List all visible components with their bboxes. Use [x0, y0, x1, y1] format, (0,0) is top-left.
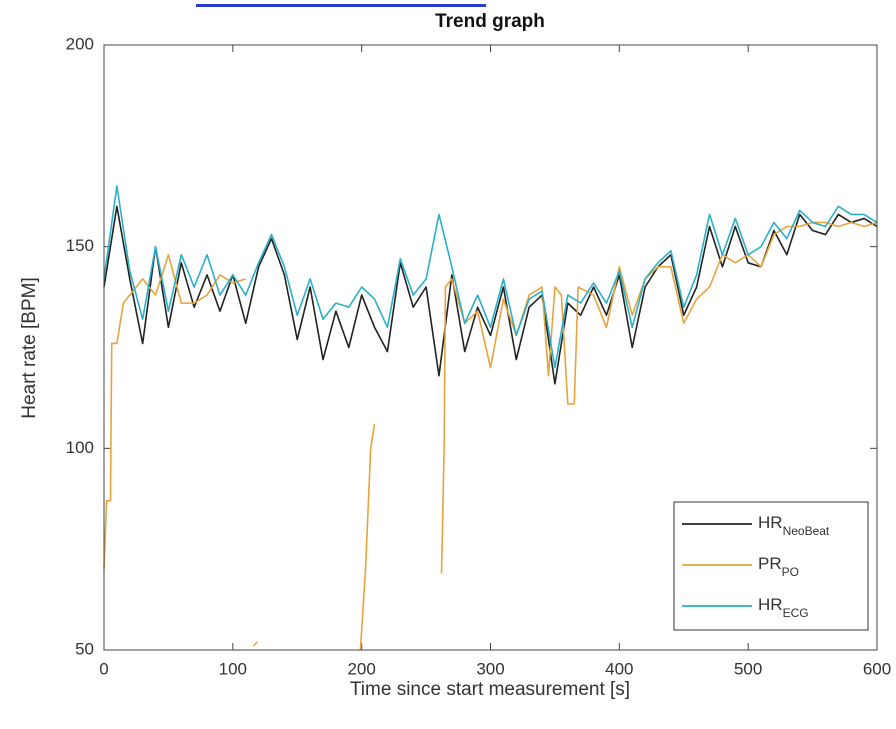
legend-subscript: PO	[782, 565, 799, 579]
legend-name: HR	[758, 513, 783, 532]
top-rule	[196, 4, 486, 7]
x-axis-label: Time since start measurement [s]	[350, 679, 630, 700]
y-tick-label: 150	[66, 236, 94, 255]
legend-name: HR	[758, 595, 783, 614]
legend-label: PRPO	[758, 554, 799, 579]
x-tick-label: 300	[476, 659, 504, 678]
y-tick-label: 200	[66, 34, 94, 53]
x-tick-label: 200	[347, 659, 375, 678]
plot-frame	[103, 44, 878, 651]
legend-label: HRECG	[758, 595, 809, 620]
legend-name: PR	[758, 554, 782, 573]
legend-label: HRNeoBeat	[758, 513, 830, 538]
x-tick-label: 500	[734, 659, 762, 678]
x-tick-label: 100	[219, 659, 247, 678]
y-axis-label: Heart rate [BPM]	[19, 277, 40, 419]
legend-subscript: ECG	[783, 606, 809, 620]
legend-subscript: NeoBeat	[783, 524, 830, 538]
plot-area: 0 100 200 300 400 500 60050100150200HRNeoBeatP…	[66, 34, 892, 678]
series-line	[103, 185, 878, 369]
y-tick-label: 100	[66, 438, 94, 457]
chart-title: Trend graph	[435, 11, 545, 32]
x-tick-label: 0	[99, 659, 108, 678]
x-tick-label: 600	[863, 659, 891, 678]
y-tick-label: 50	[75, 639, 94, 658]
x-tick-label: 400	[605, 659, 633, 678]
